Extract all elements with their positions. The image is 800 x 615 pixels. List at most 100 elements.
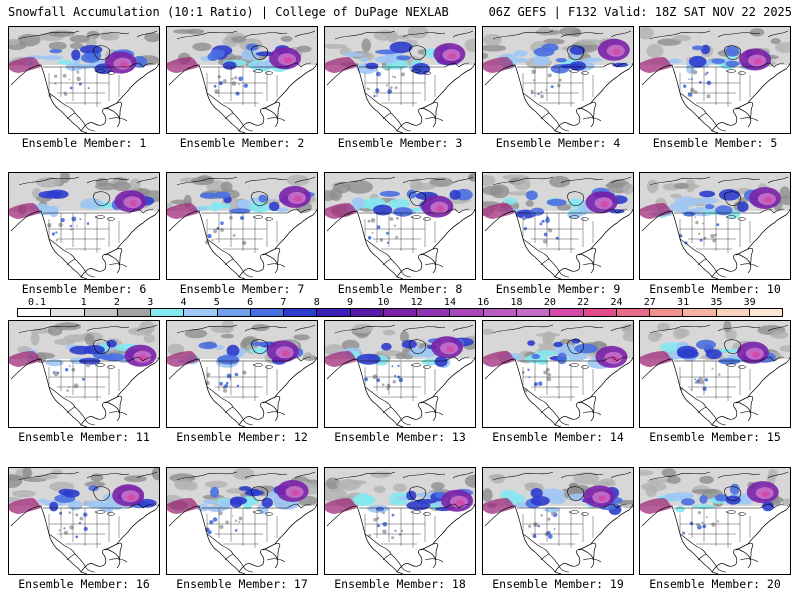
snowfall-northwest (167, 351, 199, 367)
snowfall-mountain-speck (698, 232, 701, 236)
snowfall-moderate (530, 488, 543, 499)
canada-border (359, 503, 470, 509)
snowfall-map-svg (167, 468, 317, 574)
snowfall-max-core (751, 351, 760, 358)
snowfall-mountain-speck (234, 372, 239, 377)
snowfall-mountain-speck (385, 84, 389, 87)
snowfall-map (482, 467, 634, 575)
snowfall-moderate (718, 189, 740, 201)
west-coastline (326, 64, 437, 133)
snowfall-mountain-speck (234, 519, 238, 522)
hudson-bay-outline (93, 486, 111, 502)
hudson-bay-outline (724, 339, 742, 355)
snowfall-max-core (456, 499, 464, 506)
snowfall-northwest (640, 57, 672, 73)
snowfall-moderate (711, 58, 725, 64)
snowfall-moderate (49, 49, 63, 54)
color-scale-swatch (350, 309, 384, 316)
snowfall-light (236, 199, 248, 209)
ensemble-panel: Ensemble Member: 15 (639, 320, 791, 468)
snow-cover-patch (303, 352, 313, 361)
hudson-bay-outline (93, 339, 111, 355)
snow-cover-patch (325, 488, 348, 502)
snow-cover-patch (782, 498, 790, 507)
ensemble-panel: Ensemble Member: 8 (324, 172, 476, 320)
snowfall-mountain-speck (373, 94, 376, 98)
snowfall-light (276, 207, 289, 213)
snowfall-mountain-speck (389, 217, 394, 221)
snowfall-moderate (725, 45, 740, 57)
snow-cover-patch (17, 33, 41, 47)
snowfall-mountain-speck (541, 219, 545, 223)
snowfall-mountain-speck (372, 374, 378, 379)
mexico-outline (364, 92, 412, 132)
snowfall-mountain-speck (382, 522, 388, 527)
snow-cover-patch (22, 468, 32, 479)
snowfall-light (237, 348, 247, 355)
snowfall-moderate (531, 354, 541, 359)
canada-border (674, 356, 785, 362)
snowfall-map (639, 26, 791, 134)
arctic-coastline (649, 176, 789, 186)
snow-cover-patch (186, 28, 204, 35)
color-scale-label: 3 (147, 297, 154, 308)
snowfall-northwest (640, 351, 672, 367)
snowfall-mountain-speck (377, 524, 380, 528)
snowfall-moderate (230, 496, 243, 508)
snowfall-mountain-speck (702, 386, 707, 391)
color-scale-label: 2 (113, 297, 120, 308)
gulf-coastline (104, 247, 123, 266)
snowfall-map-svg (325, 27, 475, 133)
snowfall-mountain-speck (397, 364, 400, 367)
snowfall-light (351, 197, 365, 206)
snowfall-mountain-speck (70, 228, 73, 231)
color-scale-swatch (616, 309, 651, 316)
great-lakes-outline (94, 215, 116, 221)
snowfall-moderate (718, 358, 741, 365)
snowfall-mountain-speck (212, 517, 218, 522)
snowfall-mountain-speck (231, 81, 237, 86)
snowfall-mountain-speck (79, 218, 82, 221)
snowfall-mountain-speck (533, 522, 538, 527)
state-borders (364, 67, 436, 107)
ensemble-panel: Ensemble Member: 7 (166, 172, 318, 320)
snowfall-mountain-speck (710, 233, 715, 239)
snow-cover-patch (576, 39, 603, 46)
snowfall-max-core (293, 195, 302, 202)
canada-border (517, 503, 628, 509)
snowfall-mountain-speck (537, 92, 540, 96)
color-scale-bar (17, 308, 783, 317)
cuba-outline (266, 117, 286, 122)
snowfall-moderate (389, 41, 413, 54)
snow-cover-patch (173, 478, 192, 490)
snow-cover-patch (431, 482, 445, 491)
snow-cover-patch (144, 32, 159, 43)
ensemble-member-label: Ensemble Member: 8 (337, 282, 463, 296)
mexico-outline (48, 533, 96, 573)
canada-border (201, 356, 312, 362)
east-coastline (432, 208, 475, 250)
snowfall-mountain-speck (706, 94, 711, 99)
cuba-outline (266, 263, 286, 268)
snowfall-light (668, 58, 682, 64)
snowfall-moderate (238, 486, 252, 491)
snow-cover-patch (657, 38, 682, 46)
mexico-outline (679, 238, 727, 278)
ensemble-member-label: Ensemble Member: 20 (649, 577, 781, 591)
snowfall-mountain-speck (51, 232, 56, 236)
snowfall-light (544, 507, 560, 513)
snowfall-moderate (250, 341, 271, 347)
canada-border (359, 356, 470, 362)
snowfall-northwest (9, 57, 41, 73)
snowfall-moderate (106, 339, 117, 348)
color-scale-swatch (18, 309, 52, 316)
snowfall-mountain-speck (73, 383, 79, 389)
snowfall-northwest (640, 498, 672, 514)
hudson-bay-outline (93, 45, 111, 61)
snowfall-mountain-speck (694, 216, 697, 219)
arctic-coastline (18, 30, 158, 40)
east-coastline (590, 503, 633, 545)
snowfall-moderate (546, 198, 567, 206)
snow-cover-patch (685, 179, 696, 193)
snow-cover-patch (143, 334, 156, 343)
